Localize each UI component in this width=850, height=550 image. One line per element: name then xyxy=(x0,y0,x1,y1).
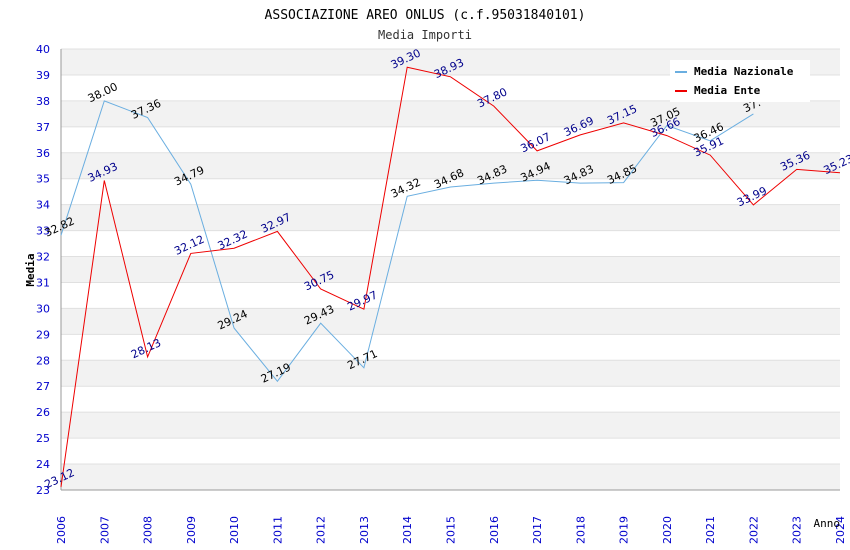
data-label-media-ente: 32.12 xyxy=(172,233,206,258)
y-tick-label: 26 xyxy=(36,406,50,419)
legend-label-media-nazionale: Media Nazionale xyxy=(694,65,794,78)
grid-band xyxy=(61,308,840,335)
x-axis-label: Anno xyxy=(814,517,841,530)
grid-band xyxy=(61,464,840,490)
y-tick-label: 24 xyxy=(36,458,50,471)
series-line-media-ente xyxy=(60,66,841,487)
y-tick-label: 37 xyxy=(36,121,50,134)
x-tick-label: 2007 xyxy=(98,516,111,544)
y-axis-label: Media xyxy=(24,253,37,286)
grid-band xyxy=(61,152,840,179)
x-tick-label: 2019 xyxy=(618,516,631,544)
y-tick-label: 39 xyxy=(36,69,50,82)
data-label-media-nazionale: 34.32 xyxy=(389,176,423,201)
x-tick-label: 2013 xyxy=(358,516,371,544)
x-tick-label: 2024 xyxy=(834,516,847,544)
grid-band xyxy=(61,204,840,231)
y-tick-label: 25 xyxy=(36,432,50,445)
data-label-media-nazionale: 32.82 xyxy=(42,215,76,240)
y-tick-label: 28 xyxy=(36,354,50,367)
x-tick-label: 2014 xyxy=(401,516,414,544)
x-tick-label: 2009 xyxy=(185,516,198,544)
x-tick-label: 2022 xyxy=(747,516,760,544)
data-label-media-ente: 28.13 xyxy=(129,336,163,361)
chart-title: ASSOCIAZIONE AREO ONLUS (c.f.95031840101… xyxy=(265,8,586,23)
x-axis-ticks: 2006 2007 2008 2009 2010 2011 2012 2013 2014 2015… xyxy=(55,516,847,544)
x-tick-label: 2006 xyxy=(55,516,68,544)
x-tick-label: 2017 xyxy=(531,516,544,544)
y-tick-label: 36 xyxy=(36,147,50,160)
grid-band xyxy=(61,100,840,127)
chart-subtitle: Media Importi xyxy=(378,28,472,42)
grid-bands xyxy=(61,49,840,490)
y-tick-label: 29 xyxy=(36,328,50,341)
legend: Media Nazionale Media Ente xyxy=(670,60,810,102)
y-tick-label: 30 xyxy=(36,302,50,315)
x-tick-label: 2008 xyxy=(142,516,155,544)
legend-label-media-ente: Media Ente xyxy=(694,84,761,97)
grid-band xyxy=(61,360,840,387)
x-tick-label: 2023 xyxy=(791,516,804,544)
x-tick-label: 2012 xyxy=(315,516,328,544)
y-tick-label: 38 xyxy=(36,95,50,108)
y-axis-ticks: 23 24 25 26 27 28 29 30 31 32 33 34 35 36 37 38 39 40 xyxy=(36,43,50,497)
x-tick-label: 2020 xyxy=(661,516,674,544)
y-tick-label: 27 xyxy=(36,380,50,393)
y-tick-label: 33 xyxy=(36,225,50,238)
y-tick-label: 32 xyxy=(36,251,50,264)
grid-band xyxy=(61,412,840,439)
x-tick-label: 2011 xyxy=(271,516,284,544)
y-tick-label: 31 xyxy=(36,276,50,289)
legend-background xyxy=(670,60,810,102)
y-tick-label: 35 xyxy=(36,173,50,186)
x-tick-label: 2010 xyxy=(228,516,241,544)
y-tick-label: 23 xyxy=(36,484,50,497)
series-line-media-nazionale xyxy=(60,100,754,383)
x-tick-label: 2016 xyxy=(488,516,501,544)
series-group xyxy=(60,66,841,487)
x-tick-label: 2018 xyxy=(574,516,587,544)
x-tick-label: 2021 xyxy=(704,516,717,544)
y-tick-label: 40 xyxy=(36,43,50,56)
data-label-media-ente: 36.07 xyxy=(519,130,553,155)
x-tick-label: 2015 xyxy=(445,516,458,544)
y-tick-label: 34 xyxy=(36,199,50,212)
grid-band xyxy=(61,256,840,283)
